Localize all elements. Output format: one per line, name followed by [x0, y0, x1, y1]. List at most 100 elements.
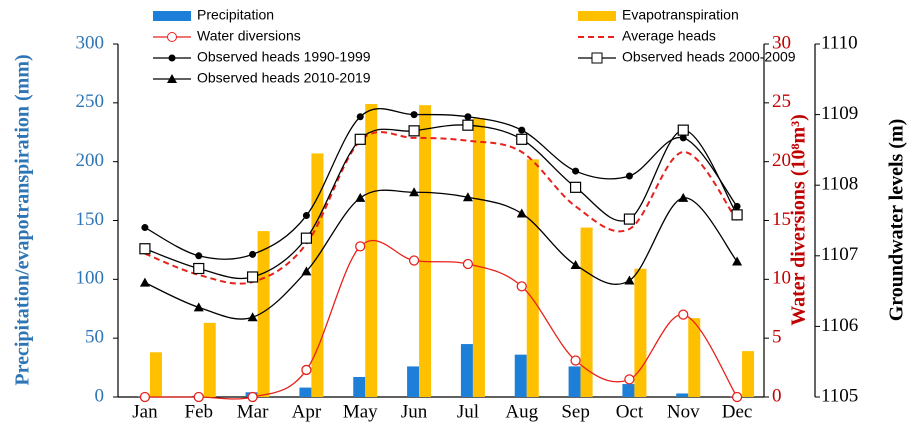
- x-tick-label: May: [343, 401, 378, 422]
- y3-tick-label: 1105: [821, 385, 858, 406]
- line: [144, 189, 738, 320]
- point: [354, 133, 366, 145]
- point: [572, 167, 580, 175]
- point: [516, 208, 527, 218]
- bar: [676, 393, 689, 397]
- x-tick-label: Apr: [292, 401, 322, 422]
- point: [193, 262, 205, 275]
- x-tick-label: Feb: [185, 401, 214, 422]
- point: [570, 355, 581, 366]
- point: [569, 181, 582, 193]
- y2-tick-label: 0: [772, 385, 782, 406]
- point: [355, 192, 366, 202]
- point: [139, 391, 151, 403]
- x-tick-label: Dec: [722, 401, 753, 422]
- point: [408, 125, 420, 137]
- point: [195, 252, 203, 260]
- point: [678, 309, 689, 320]
- point: [624, 275, 635, 285]
- point: [733, 202, 741, 210]
- point: [193, 302, 204, 312]
- bar: [149, 352, 162, 397]
- point: [462, 192, 473, 202]
- bar: [353, 376, 366, 397]
- y-tick-label: 0: [95, 385, 105, 406]
- y3-tick-label: 1109: [821, 103, 858, 124]
- x-tick-label: Jan: [132, 401, 158, 422]
- y-tick-label: 100: [76, 268, 105, 289]
- point: [409, 187, 420, 197]
- point: [246, 271, 259, 283]
- legend-marker: [167, 32, 177, 42]
- x-tick-label: Jul: [457, 401, 479, 422]
- bar: [257, 231, 270, 397]
- bar: [622, 384, 635, 397]
- legend-marker: [168, 54, 176, 62]
- point: [247, 391, 258, 403]
- point: [356, 113, 364, 121]
- y2-tick-label: 30: [772, 32, 791, 53]
- legend-swatch: [578, 11, 616, 21]
- point: [570, 259, 581, 269]
- bar: [472, 118, 485, 397]
- point: [731, 209, 743, 221]
- x-tick-label: Nov: [667, 401, 700, 422]
- legend-marker: [591, 52, 603, 64]
- y-tick-label: 250: [76, 91, 105, 112]
- bar: [407, 366, 420, 397]
- point: [141, 224, 149, 232]
- y2-tick-label: 5: [772, 327, 782, 348]
- y3-tick-label: 1106: [821, 315, 858, 336]
- x-tick-label: Sep: [561, 401, 590, 422]
- y2-axis-title: Water diversions (10⁸m³): [788, 114, 810, 326]
- point: [462, 119, 474, 131]
- y-tick-label: 200: [76, 150, 105, 171]
- line: [144, 131, 738, 285]
- y2-tick-label: 25: [772, 91, 791, 112]
- point: [139, 277, 150, 287]
- legend-marker: [167, 74, 177, 83]
- bar: [526, 159, 539, 397]
- x-tick-label: Mar: [237, 401, 269, 422]
- point: [462, 258, 474, 270]
- point: [516, 133, 528, 145]
- y3-tick-label: 1110: [821, 32, 858, 53]
- point: [249, 250, 257, 258]
- point: [193, 391, 204, 403]
- bar: [299, 387, 312, 397]
- legend-swatch: [153, 11, 191, 21]
- y2-tick-label: 20: [772, 150, 791, 171]
- bar: [568, 366, 581, 397]
- point: [408, 255, 420, 266]
- point: [678, 192, 689, 202]
- line: [144, 239, 738, 400]
- y-tick-label: 150: [76, 209, 105, 230]
- point: [410, 111, 418, 119]
- bar: [419, 105, 432, 397]
- point: [677, 124, 689, 136]
- legend-label: Water diversions: [197, 28, 301, 44]
- point: [623, 213, 636, 225]
- y3-axis-title: Groundwater levels (m): [886, 119, 908, 322]
- bar: [688, 318, 701, 397]
- bar: [634, 268, 647, 397]
- legend-label: Evapotranspiration: [622, 7, 739, 23]
- legend-label: Observed heads 2000-2009: [622, 49, 796, 65]
- point: [301, 364, 312, 376]
- point: [731, 391, 743, 403]
- point: [301, 266, 312, 276]
- x-tick-label: Aug: [505, 401, 538, 422]
- point: [732, 256, 743, 266]
- y3-tick-label: 1108: [821, 174, 858, 195]
- y2-tick-label: 15: [772, 209, 791, 230]
- legend-label: Precipitation: [197, 7, 274, 23]
- point: [679, 134, 687, 142]
- point: [300, 232, 313, 244]
- point: [516, 281, 527, 292]
- legend-label: Average heads: [622, 28, 716, 44]
- point: [624, 374, 635, 385]
- x-tick-label: Jun: [401, 401, 428, 422]
- bar: [514, 354, 527, 397]
- y-tick-label: 300: [76, 32, 105, 53]
